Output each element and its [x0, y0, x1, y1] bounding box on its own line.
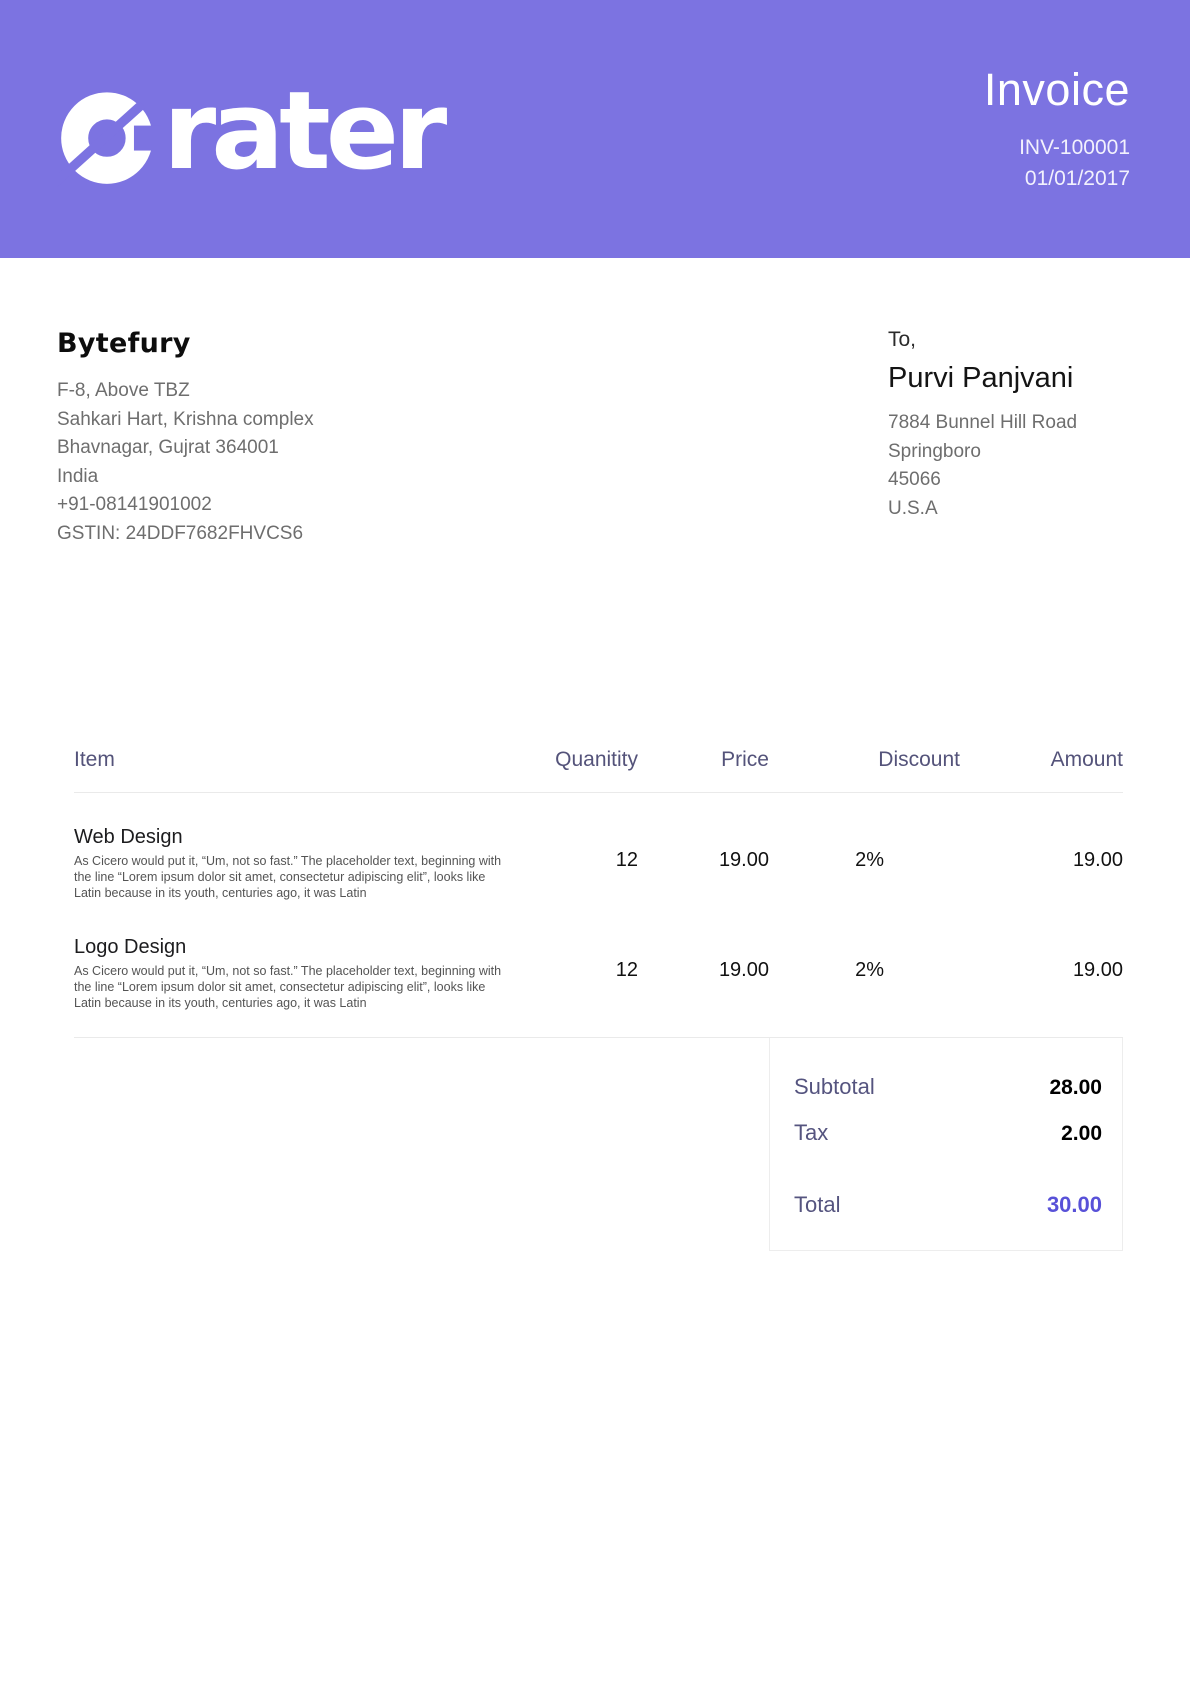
- totals-box: Subtotal 28.00 Tax 2.00 Total 30.00: [769, 1038, 1123, 1251]
- subtotal-value: 28.00: [1049, 1076, 1102, 1099]
- to-label: To,: [888, 328, 917, 351]
- from-address-line: Sahkari Hart, Krishna complex: [57, 408, 314, 430]
- from-address-block: Bytefury F-8, Above TBZ Sahkari Hart, Kr…: [57, 328, 314, 548]
- item-price: 19.00: [718, 959, 769, 981]
- crater-logo-text: rater: [163, 69, 447, 194]
- items-table-header-row: Item Quanitity Price Discount Amount: [74, 748, 1123, 793]
- item-quantity: 12: [615, 849, 638, 871]
- item-discount: 2%: [855, 959, 884, 981]
- item-description: As Cicero would put it, “Um, not so fast…: [74, 964, 502, 1010]
- invoice-header-meta: Invoice INV-100001 01/01/2017: [984, 64, 1130, 194]
- crater-logo-c-icon: [57, 92, 161, 188]
- table-row: Logo Design As Cicero would put it, “Um,…: [74, 901, 1123, 1011]
- item-amount: 19.00: [1072, 959, 1123, 981]
- item-amount: 19.00: [1072, 849, 1123, 871]
- subtotal-label: Subtotal: [794, 1074, 875, 1099]
- invoice-date: 01/01/2017: [1024, 167, 1130, 190]
- from-address-line: F-8, Above TBZ: [57, 380, 190, 401]
- table-row: Web Design As Cicero would put it, “Um, …: [74, 793, 1123, 902]
- col-header-discount: Discount: [769, 748, 960, 793]
- subtotal-row: Subtotal 28.00: [794, 1074, 1102, 1100]
- to-customer-name: Purvi Panjvani: [888, 362, 1074, 394]
- col-header-item: Item: [74, 748, 518, 793]
- to-address-block: To, Purvi Panjvani 7884 Bunnel Hill Road…: [888, 328, 1130, 548]
- totals-section: Subtotal 28.00 Tax 2.00 Total 30.00: [74, 1037, 1123, 1251]
- items-table: Item Quanitity Price Discount Amount Web…: [74, 748, 1123, 1037]
- totals-spacer: [74, 1038, 769, 1251]
- to-address-line: Springboro: [888, 440, 981, 462]
- from-gstin: GSTIN: 24DDF7682FHVCS6: [57, 522, 304, 544]
- to-address-line: 45066: [888, 469, 941, 490]
- from-company-name: Bytefury: [57, 328, 191, 359]
- total-row: Total 30.00: [794, 1192, 1102, 1218]
- items-section: Item Quanitity Price Discount Amount Web…: [74, 748, 1123, 1251]
- invoice-title: Invoice: [983, 64, 1130, 115]
- from-phone: +91-08141901002: [57, 494, 212, 515]
- parties-section: Bytefury F-8, Above TBZ Sahkari Hart, Kr…: [0, 258, 1190, 548]
- total-label: Total: [794, 1192, 841, 1217]
- item-quantity: 12: [615, 959, 638, 981]
- from-address-line: India: [57, 465, 99, 487]
- col-header-price: Price: [638, 748, 769, 793]
- tax-row: Tax 2.00: [794, 1120, 1102, 1146]
- item-name: Web Design: [74, 826, 183, 848]
- tax-value: 2.00: [1061, 1122, 1102, 1145]
- col-header-quantity: Quanitity: [518, 748, 638, 793]
- table-spacer-row: [74, 1011, 1123, 1037]
- item-price: 19.00: [718, 849, 769, 871]
- item-discount: 2%: [855, 849, 884, 871]
- crater-logo: rater: [57, 69, 447, 194]
- total-value: 30.00: [1046, 1192, 1102, 1217]
- tax-label: Tax: [794, 1120, 829, 1145]
- item-name: Logo Design: [74, 936, 187, 958]
- invoice-header: rater Invoice INV-100001 01/01/2017: [0, 0, 1190, 258]
- item-description: As Cicero would put it, “Um, not so fast…: [74, 854, 502, 900]
- col-header-amount: Amount: [960, 748, 1123, 793]
- from-address-line: Bhavnagar, Gujrat 364001: [57, 437, 279, 458]
- to-address-line: U.S.A: [888, 497, 938, 519]
- invoice-number: INV-100001: [1019, 136, 1130, 159]
- to-address-line: 7884 Bunnel Hill Road: [888, 412, 1078, 433]
